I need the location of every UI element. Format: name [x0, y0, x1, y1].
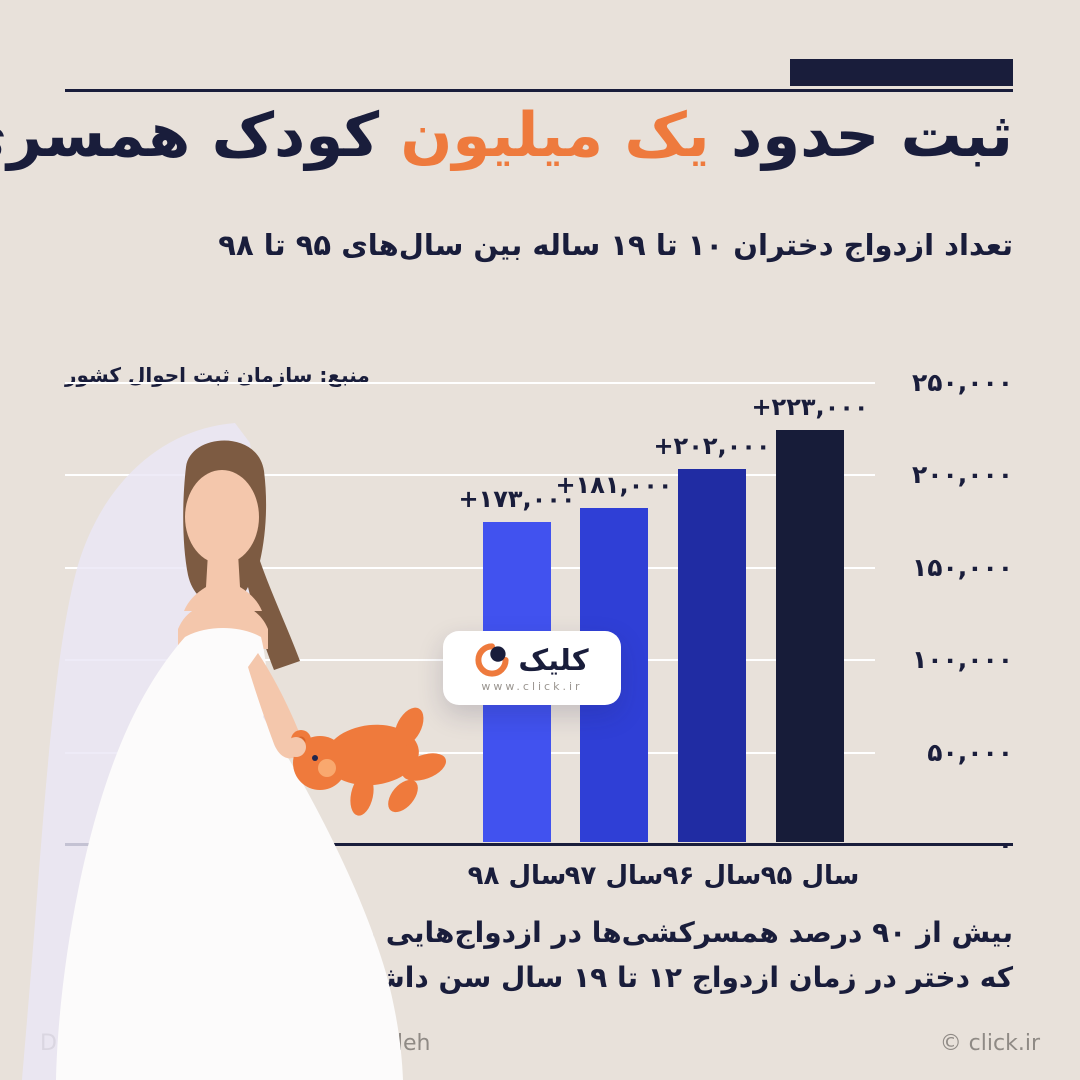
click-logo-icon: [475, 643, 509, 677]
hand-shape: [286, 737, 306, 757]
neck-shape: [184, 553, 262, 611]
dress-shape: [56, 628, 403, 1080]
child-bride-illustration: [22, 423, 446, 1080]
arm-shape: [248, 653, 303, 759]
gridline: [65, 474, 875, 477]
y-tick-label: ۱۵۰,۰۰۰: [911, 552, 1013, 582]
bar-category-label: سال ۹۶: [662, 861, 762, 891]
accent-block: [790, 59, 1013, 86]
x-axis-line: [65, 843, 1013, 846]
bar-value-label: +۲۰۲,۰۰۰: [653, 431, 771, 460]
title-part-1: ثبت حدود: [730, 100, 1013, 171]
y-tick-label: ۱۰۰,۰۰۰: [911, 645, 1013, 675]
bar-سال ۹۶: [678, 468, 746, 842]
y-tick-label: ۲۰۰,۰۰۰: [911, 460, 1013, 490]
title-part-2: کودک همسری: [0, 100, 380, 171]
bar-سال ۹۵: [776, 429, 844, 842]
bar-value-label: +۱۸۱,۰۰۰: [555, 470, 673, 499]
bar-category-label: سال ۹۸: [467, 861, 567, 891]
click-logo-badge: کلیک www.click.ir: [443, 631, 621, 705]
y-tick-label: ۵۰,۰۰۰: [927, 737, 1013, 767]
gridline: [65, 382, 875, 384]
y-tick-label: ۲۵۰,۰۰۰: [911, 368, 1013, 397]
gridline: [65, 751, 875, 754]
click-logo-text: کلیک: [518, 643, 589, 677]
teddy-bear: [291, 707, 446, 816]
copyright: © click.ir: [939, 1031, 1040, 1056]
y-tick-label: ۰: [997, 830, 1013, 859]
page-title: ثبت حدود یک میلیون کودک همسری: [0, 100, 1013, 171]
face-shape: [185, 470, 259, 564]
accent-line: [65, 89, 1013, 92]
logo-row: کلیک: [475, 643, 589, 677]
bar-category-label: سال ۹۷: [564, 861, 664, 891]
click-logo-url: www.click.ir: [481, 680, 583, 693]
bar-value-label: +۲۲۳,۰۰۰: [751, 392, 869, 421]
bar-value-label: +۱۷۳,۰۰۰: [458, 485, 576, 514]
bar-chart: ۲۵۰,۰۰۰ ۲۰۰,۰۰۰ ۱۵۰,۰۰۰ ۱۰۰,۰۰۰ ۵۰,۰۰۰ ۰ +۱۷۳…: [65, 368, 1013, 891]
gridline: [65, 566, 875, 569]
bar-category-label: سال ۹۵: [760, 861, 860, 891]
subtitle: تعداد ازدواج دختران ۱۰ تا ۱۹ ساله بین سا…: [218, 228, 1013, 262]
title-highlight: یک میلیون: [400, 100, 710, 171]
